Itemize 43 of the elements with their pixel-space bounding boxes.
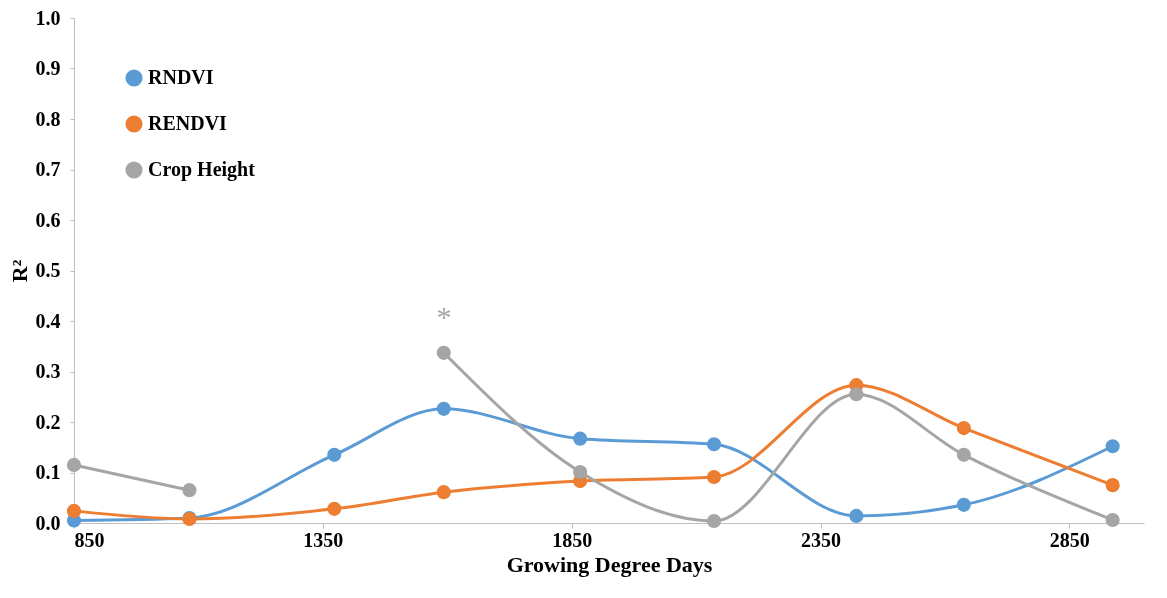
x-axis-title: Growing Degree Days <box>506 551 713 577</box>
point <box>956 497 971 512</box>
x-tick-label: 1350 <box>303 528 344 551</box>
point <box>327 447 342 462</box>
legend-label: RNDVI <box>148 66 214 88</box>
legend-label: Crop Height <box>148 158 256 181</box>
point <box>436 485 451 500</box>
x-tick-label: 2850 <box>1049 528 1090 551</box>
y-tick-label: 0.8 <box>35 107 61 130</box>
point <box>706 437 722 452</box>
y-tick-label: 0.5 <box>35 259 61 281</box>
point <box>573 464 588 480</box>
point <box>956 447 971 462</box>
legend-label: RENDVI <box>148 112 228 134</box>
point <box>849 508 864 523</box>
y-tick-label: 0.1 <box>35 461 61 483</box>
annotation: * <box>436 300 452 333</box>
point <box>1105 439 1120 454</box>
point <box>573 431 588 446</box>
point <box>327 501 342 516</box>
point <box>436 345 451 360</box>
x-tick-label: 1850 <box>552 528 593 551</box>
y-tick-label: 0.6 <box>35 208 61 231</box>
point <box>706 513 722 529</box>
point <box>706 469 722 485</box>
x-tick-label: 850 <box>74 528 105 551</box>
y-axis-title: R² <box>6 259 32 283</box>
point <box>66 457 82 472</box>
y-tick-label: 0.9 <box>35 57 61 79</box>
y-tick-label: 0.3 <box>35 360 61 382</box>
point <box>182 483 197 498</box>
point <box>849 387 864 402</box>
y-tick-label: 0.4 <box>35 309 61 332</box>
point <box>1105 478 1120 493</box>
point <box>66 503 82 518</box>
y-tick-label: 0.2 <box>35 410 61 433</box>
y-tick-label: 0.7 <box>35 158 61 180</box>
y-tick-label: 1.0 <box>35 6 61 29</box>
y-tick-label: 0.0 <box>35 511 61 534</box>
point <box>956 421 971 436</box>
point <box>436 401 451 416</box>
point <box>1105 512 1120 528</box>
x-tick-label: 2350 <box>801 528 842 551</box>
